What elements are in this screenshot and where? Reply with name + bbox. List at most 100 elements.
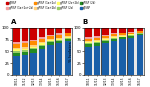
Bar bbox=[111, 38, 117, 39]
Bar bbox=[94, 28, 100, 36]
Bar bbox=[56, 41, 62, 43]
Bar bbox=[56, 28, 62, 33]
Bar bbox=[30, 49, 37, 53]
Bar bbox=[128, 32, 134, 33]
Bar bbox=[102, 36, 109, 38]
Bar bbox=[64, 36, 71, 37]
Bar bbox=[39, 37, 45, 39]
Bar bbox=[136, 33, 143, 34]
Bar bbox=[94, 36, 100, 38]
Bar bbox=[47, 40, 54, 41]
Bar bbox=[102, 41, 109, 43]
Bar bbox=[13, 48, 20, 49]
Bar bbox=[111, 37, 117, 38]
Bar bbox=[56, 38, 62, 39]
Bar bbox=[102, 40, 109, 41]
Bar bbox=[102, 38, 109, 39]
Bar bbox=[47, 35, 54, 36]
Bar bbox=[39, 28, 45, 37]
Bar bbox=[64, 41, 71, 75]
Bar bbox=[13, 44, 20, 48]
Bar bbox=[22, 28, 28, 41]
Bar bbox=[94, 38, 100, 40]
Bar bbox=[136, 31, 143, 33]
Bar bbox=[22, 50, 28, 52]
Bar bbox=[111, 36, 117, 37]
Bar bbox=[85, 47, 92, 75]
Bar bbox=[64, 28, 71, 33]
Bar bbox=[39, 45, 45, 46]
Bar bbox=[102, 43, 109, 75]
Bar bbox=[13, 42, 20, 44]
Bar bbox=[94, 42, 100, 43]
Bar bbox=[128, 28, 134, 32]
Bar bbox=[39, 49, 45, 75]
Bar bbox=[47, 45, 54, 75]
Bar bbox=[30, 45, 37, 47]
Bar bbox=[102, 35, 109, 36]
Bar bbox=[128, 34, 134, 35]
Bar bbox=[56, 33, 62, 35]
Bar bbox=[22, 49, 28, 50]
Bar bbox=[30, 28, 37, 40]
Bar bbox=[85, 28, 92, 37]
Text: A: A bbox=[11, 19, 16, 25]
Bar bbox=[39, 46, 45, 49]
Bar bbox=[119, 35, 126, 36]
Bar bbox=[111, 34, 117, 36]
Bar bbox=[64, 37, 71, 38]
Bar bbox=[85, 43, 92, 44]
Bar bbox=[56, 35, 62, 38]
Bar bbox=[111, 28, 117, 33]
Bar bbox=[13, 28, 20, 42]
Bar bbox=[13, 56, 20, 75]
Bar bbox=[119, 39, 126, 75]
Bar bbox=[136, 28, 143, 31]
Bar bbox=[64, 33, 71, 36]
Bar bbox=[30, 48, 37, 49]
Bar bbox=[13, 51, 20, 53]
Bar bbox=[47, 41, 54, 42]
Bar bbox=[85, 41, 92, 42]
Bar bbox=[85, 42, 92, 43]
Bar bbox=[30, 47, 37, 48]
Legend: gPRSP, gPISP (1a+2x+2b), gPISP (1a+2x), gPISP (1a+2b), gPISP (2x+2b), gPISP (2x): gPRSP, gPISP (1a+2x+2b), gPISP (1a+2x), … bbox=[6, 1, 96, 10]
Bar bbox=[30, 53, 37, 75]
Bar bbox=[47, 28, 54, 35]
Bar bbox=[47, 42, 54, 45]
Bar bbox=[47, 39, 54, 40]
Text: B: B bbox=[83, 19, 88, 25]
Bar bbox=[85, 37, 92, 39]
Y-axis label: % Isolates: % Isolates bbox=[0, 41, 1, 62]
Bar bbox=[64, 39, 71, 41]
Bar bbox=[39, 42, 45, 43]
Bar bbox=[128, 33, 134, 34]
Bar bbox=[119, 28, 126, 33]
Bar bbox=[119, 33, 126, 35]
Bar bbox=[13, 53, 20, 56]
Bar bbox=[94, 43, 100, 46]
Bar bbox=[94, 41, 100, 42]
Bar bbox=[47, 36, 54, 39]
Bar bbox=[39, 39, 45, 42]
Bar bbox=[22, 47, 28, 49]
Bar bbox=[56, 40, 62, 41]
Bar bbox=[22, 41, 28, 43]
Bar bbox=[111, 39, 117, 41]
Bar bbox=[102, 28, 109, 35]
Bar bbox=[94, 40, 100, 41]
Bar bbox=[22, 43, 28, 47]
Bar bbox=[85, 39, 92, 41]
Bar bbox=[136, 35, 143, 75]
Bar bbox=[30, 40, 37, 41]
Bar bbox=[56, 43, 62, 75]
Bar bbox=[94, 46, 100, 75]
Bar bbox=[128, 38, 134, 75]
Bar bbox=[56, 39, 62, 40]
Bar bbox=[85, 44, 92, 47]
Bar bbox=[136, 34, 143, 35]
Bar bbox=[30, 41, 37, 45]
Bar bbox=[13, 49, 20, 51]
Bar bbox=[111, 33, 117, 34]
Bar bbox=[119, 37, 126, 39]
